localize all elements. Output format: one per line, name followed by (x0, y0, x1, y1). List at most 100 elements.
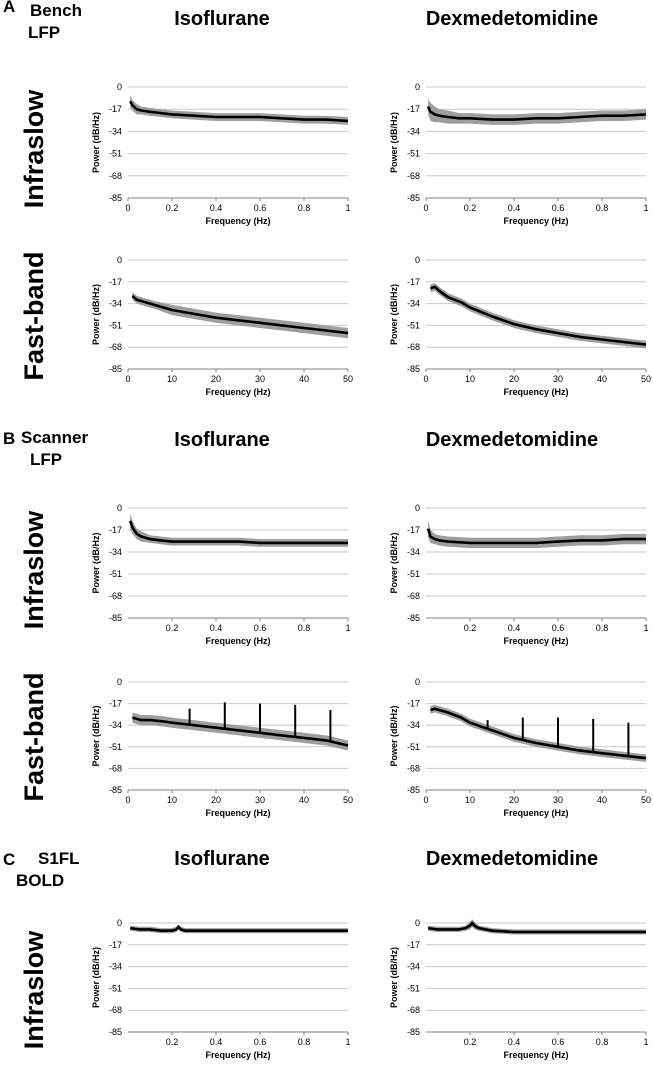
section-a-label-line1: Bench (30, 1, 82, 20)
x-tick-label: 0.6 (254, 203, 267, 213)
x-tick-label: 40 (597, 374, 607, 384)
x-tick-label: 10 (465, 374, 475, 384)
y-tick-label: -51 (109, 983, 122, 993)
y-axis-label: Power (dB/Hz) (389, 705, 399, 766)
variability-band (428, 98, 646, 125)
row-label-b-infraslow: Infraslow (19, 510, 49, 630)
y-axis-label: Power (dB/Hz) (91, 705, 101, 766)
x-tick-label: 0.8 (298, 203, 311, 213)
x-tick-label: 0.8 (298, 1037, 311, 1047)
y-tick-label: -85 (109, 613, 122, 623)
x-axis-label: Frequency (Hz) (205, 216, 270, 226)
mean-line (128, 520, 348, 545)
x-tick-label: 0.8 (298, 623, 311, 633)
y-tick-label: -17 (109, 699, 122, 709)
mean-line (428, 921, 646, 934)
y-tick-label: -34 (109, 720, 122, 730)
y-tick-label: -68 (109, 591, 122, 601)
y-tick-label: -68 (109, 171, 122, 181)
x-tick-label: 1 (345, 623, 350, 633)
y-tick-label: -85 (407, 193, 420, 203)
y-tick-label: -51 (407, 983, 420, 993)
variability-band (428, 919, 646, 935)
y-tick-label: -17 (407, 940, 420, 950)
x-axis-label: Frequency (Hz) (205, 636, 270, 646)
y-tick-label: -51 (407, 149, 420, 159)
y-tick-label: -68 (109, 342, 122, 352)
x-axis-label: Frequency (Hz) (205, 1050, 270, 1060)
x-tick-label: 40 (299, 795, 309, 805)
x-tick-label: 0.4 (508, 203, 521, 213)
x-tick-label: 1 (345, 1037, 350, 1047)
y-tick-label: -85 (407, 613, 420, 623)
y-tick-label: -34 (109, 126, 122, 136)
y-axis-label: Power (dB/Hz) (389, 112, 399, 173)
x-tick-label: 0.2 (166, 623, 179, 633)
section-c-label-line1: S1FL (38, 849, 80, 868)
y-tick-label: -51 (109, 149, 122, 159)
mean-line (132, 716, 349, 747)
mean-line (430, 707, 647, 760)
x-tick-label: 0 (125, 203, 130, 213)
row-label-c-infraslow: Infraslow (19, 930, 49, 1050)
x-tick-label: 30 (553, 795, 563, 805)
x-tick-label: 0.2 (464, 203, 477, 213)
y-tick-label: -51 (407, 569, 420, 579)
x-tick-label: 0.6 (552, 203, 565, 213)
x-tick-label: 0.2 (166, 203, 179, 213)
y-axis-label: Power (dB/Hz) (389, 532, 399, 593)
x-tick-label: 0.4 (508, 1037, 521, 1047)
section-letter-c: C (3, 850, 15, 869)
y-tick-label: -85 (407, 1027, 420, 1037)
y-tick-label: -68 (407, 1005, 420, 1015)
x-tick-label: 1 (345, 203, 350, 213)
y-tick-label: -85 (109, 193, 122, 203)
y-tick-label: -34 (109, 299, 122, 309)
y-axis-label: Power (dB/Hz) (91, 532, 101, 593)
x-tick-label: 20 (509, 374, 519, 384)
x-tick-label: 1 (643, 623, 648, 633)
mean-line (129, 100, 349, 123)
chart-A-dex-infra: 0-17-34-51-68-850 0.2 0.4 0.6 0.8 1Frequency … (389, 82, 649, 226)
y-tick-label: -34 (407, 299, 420, 309)
row-label-b-fastband: Fast-band (19, 672, 49, 801)
y-tick-label: -68 (407, 171, 420, 181)
y-tick-label: -85 (109, 785, 122, 795)
y-tick-label: 0 (117, 918, 122, 928)
y-tick-label: -17 (407, 525, 420, 535)
x-tick-label: 10 (167, 374, 177, 384)
x-tick-label: 30 (255, 374, 265, 384)
x-tick-label: 1 (643, 1037, 648, 1047)
column-title-isoflurane-c: Isoflurane (174, 848, 270, 870)
x-tick-label: 0.6 (254, 623, 267, 633)
y-tick-label: -68 (407, 763, 420, 773)
x-tick-label: 10 (167, 795, 177, 805)
y-tick-label: -17 (109, 940, 122, 950)
y-axis-label: Power (dB/Hz) (91, 112, 101, 173)
mean-line (426, 528, 646, 545)
y-tick-label: -17 (109, 525, 122, 535)
x-tick-label: 0 (423, 374, 428, 384)
chart-A-iso-infra: 0-17-34-51-68-850 0.2 0.4 0.6 0.8 1Frequency … (91, 82, 351, 226)
y-tick-label: -85 (407, 364, 420, 374)
y-tick-label: -68 (109, 1005, 122, 1015)
y-tick-label: -85 (109, 364, 122, 374)
x-tick-label: 50 (641, 374, 651, 384)
x-axis-label: Frequency (Hz) (503, 636, 568, 646)
x-tick-label: 0.2 (166, 1037, 179, 1047)
mean-line (131, 294, 349, 335)
x-tick-label: 10 (465, 795, 475, 805)
y-axis-label: Power (dB/Hz) (389, 947, 399, 1008)
y-tick-label: 0 (415, 255, 420, 265)
x-axis-label: Frequency (Hz) (503, 808, 568, 818)
chart-B-dex-infra: 0 -17 -34 -51 -68 -85 0.2 0.4 0.6 0.8 1 Frequency (… (389, 503, 649, 646)
x-tick-label: 20 (211, 374, 221, 384)
x-tick-label: 0.2 (464, 623, 477, 633)
y-tick-label: -51 (109, 569, 122, 579)
column-title-isoflurane-b: Isoflurane (174, 429, 270, 451)
y-tick-label: 0 (415, 503, 420, 513)
